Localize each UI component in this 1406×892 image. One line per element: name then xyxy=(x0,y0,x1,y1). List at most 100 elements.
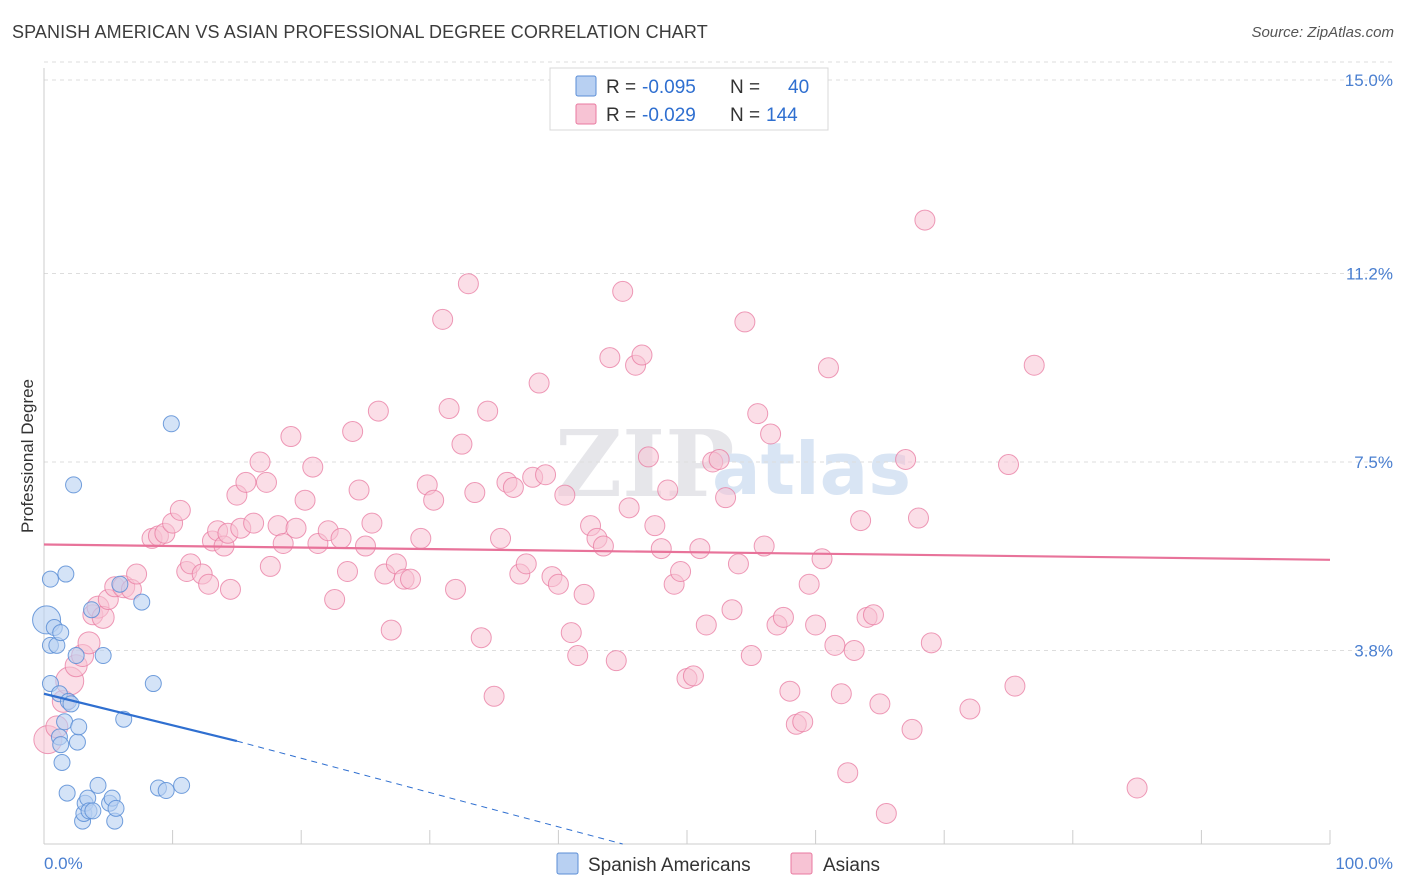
y-tick-label-1: 7.5% xyxy=(1354,453,1393,472)
legend-r-label-pink: R = xyxy=(606,105,636,126)
asians-point xyxy=(280,426,302,448)
asians-point xyxy=(470,627,492,649)
asians-point xyxy=(695,614,717,636)
spanish-americans-point xyxy=(133,593,151,611)
spanish-americans-point xyxy=(89,776,107,794)
asians-point xyxy=(367,400,389,422)
asians-point xyxy=(612,280,634,302)
asians-point xyxy=(126,563,148,585)
asians-point xyxy=(682,665,704,687)
legend-n-label-pink: N = xyxy=(730,105,760,126)
asians-point xyxy=(302,456,324,478)
spanish-americans-point xyxy=(157,782,175,800)
asians-point xyxy=(760,423,782,445)
asians-point xyxy=(605,650,627,672)
spanish-americans-point xyxy=(162,415,180,433)
spanish-americans-point xyxy=(53,754,71,772)
asians-point xyxy=(464,482,486,504)
asians-point xyxy=(451,433,473,455)
asians-point xyxy=(361,512,383,534)
asians-point xyxy=(708,448,730,470)
series-swatch-spanish-americans xyxy=(556,852,579,875)
spanish-americans-point xyxy=(52,624,70,642)
asians-point xyxy=(740,645,762,667)
spanish-americans-trend-line xyxy=(43,692,238,743)
asians-point xyxy=(817,357,839,379)
asians-point xyxy=(592,535,614,557)
asians-point xyxy=(294,489,316,511)
asians-point xyxy=(235,471,257,493)
spanish-americans-point xyxy=(68,733,86,751)
legend-r-value-pink: -0.029 xyxy=(642,105,696,126)
asians-point xyxy=(547,573,569,595)
asians-point xyxy=(657,479,679,501)
spanish-americans-point xyxy=(41,570,59,588)
legend-r-label-blue: R = xyxy=(606,77,636,98)
asians-point xyxy=(599,347,621,369)
asians-point xyxy=(336,561,358,583)
asians-point xyxy=(779,680,801,702)
spanish-americans-point xyxy=(57,565,75,583)
asians-point xyxy=(715,487,737,509)
asians-point xyxy=(914,209,936,231)
x-tick-label-max: 100.0% xyxy=(1335,854,1393,873)
asians-point xyxy=(255,471,277,493)
spanish-americans-trend-extension xyxy=(236,740,623,845)
asians-point xyxy=(342,420,364,442)
spanish-americans-point xyxy=(58,784,76,802)
watermark: ZIP atlas xyxy=(555,410,911,518)
legend-n-value-pink: 144 xyxy=(766,105,798,126)
legend-swatch-blue xyxy=(575,75,597,97)
asians-point xyxy=(824,634,846,656)
asians-point xyxy=(901,718,923,740)
asians-point xyxy=(432,308,454,330)
asians-point xyxy=(792,711,814,733)
asians-point xyxy=(410,527,432,549)
asians-point xyxy=(502,476,524,498)
y-axis-label: Professional Degree xyxy=(18,379,37,533)
spanish-americans-point xyxy=(65,476,83,494)
asians-point xyxy=(811,548,833,570)
asians-point xyxy=(920,632,942,654)
legend-n-label-blue: N = xyxy=(730,77,760,98)
spanish-americans-point xyxy=(83,601,101,619)
asians-point xyxy=(772,606,794,628)
asians-point xyxy=(554,484,576,506)
asians-point xyxy=(77,631,101,655)
asians-point xyxy=(837,762,859,784)
spanish-americans-point xyxy=(173,776,191,794)
asians-point xyxy=(650,538,672,560)
spanish-americans-point xyxy=(67,647,85,665)
asians-point xyxy=(895,448,917,470)
asians-point xyxy=(249,451,271,473)
asians-point xyxy=(753,535,775,557)
asians-point xyxy=(637,446,659,468)
spanish-americans-point xyxy=(107,799,125,817)
asians-point xyxy=(355,535,376,557)
asians-point xyxy=(560,622,582,644)
x-tick-label-min: 0.0% xyxy=(44,854,83,873)
trend-lines xyxy=(43,543,1331,845)
legend-n-value-blue: 40 xyxy=(788,77,809,98)
asians-point xyxy=(438,398,460,420)
y-tick-labels: 3.8% 7.5% 11.2% 15.0% xyxy=(1345,71,1393,660)
asians-point xyxy=(219,578,241,600)
series-legend: Spanish Americans Asians xyxy=(556,852,880,876)
legend-box: R = -0.095 N = 40 R = -0.029 N = 144 xyxy=(549,67,829,131)
asians-point xyxy=(747,403,769,425)
asians-point xyxy=(843,639,865,661)
asians-point xyxy=(875,802,897,824)
asians-point xyxy=(721,599,743,621)
asians-point xyxy=(618,497,640,519)
spanish-americans-point xyxy=(144,675,162,693)
asians-point xyxy=(423,489,445,511)
asians-point xyxy=(869,693,891,715)
asians-trend-line xyxy=(43,543,1331,561)
asians-point xyxy=(198,573,220,595)
asians-point xyxy=(1004,675,1026,697)
asians-point xyxy=(998,454,1019,476)
asians-point xyxy=(243,512,265,534)
asians-point xyxy=(1023,354,1045,376)
asians-point xyxy=(670,561,692,583)
